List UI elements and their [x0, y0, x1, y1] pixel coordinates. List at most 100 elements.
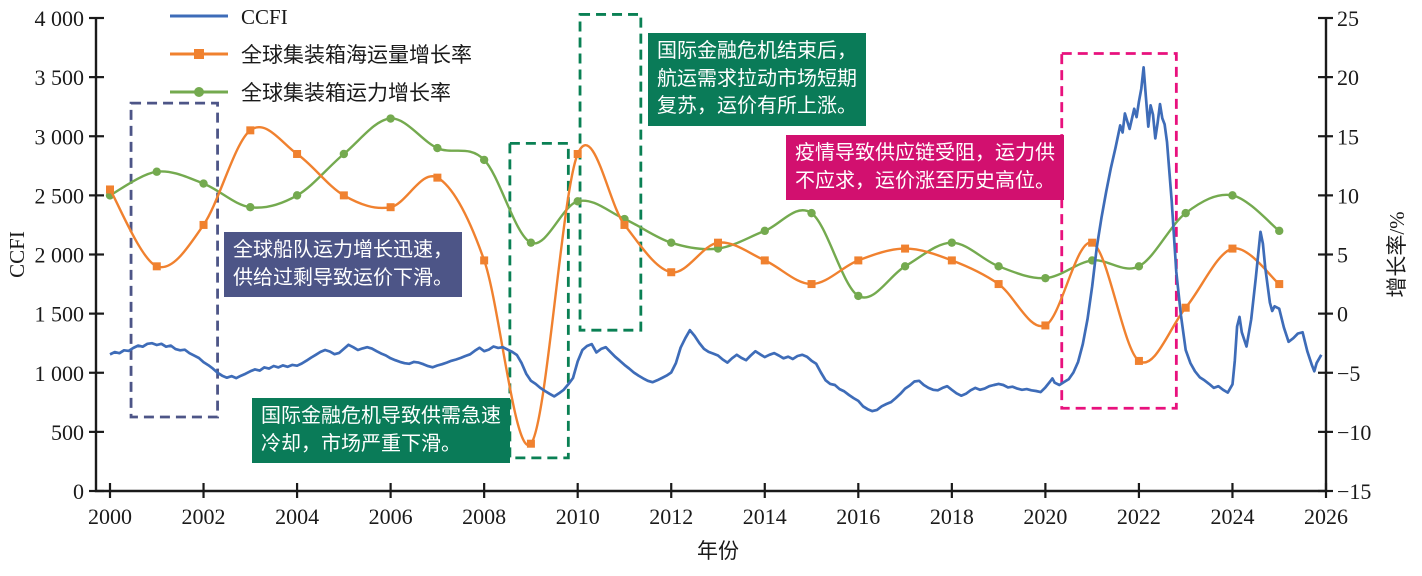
circle-marker	[807, 208, 816, 218]
axis-text: 0	[73, 479, 84, 504]
circle-marker	[292, 191, 302, 200]
axis-text: 2014	[743, 504, 787, 529]
axis-text: 3 000	[35, 124, 85, 149]
square-marker	[246, 126, 255, 135]
circle-marker	[1228, 191, 1237, 200]
axis-text: 2022	[1117, 504, 1161, 529]
legend-square-marker	[194, 49, 204, 59]
axis-text: −15	[1337, 479, 1371, 504]
circle-marker	[854, 291, 863, 301]
annotation-box-capacity-glut: 全球船队运力增长迅速， 供给过剩导致运价下滑。	[224, 232, 462, 298]
legend-label-0: CCFI	[241, 5, 288, 29]
square-marker	[994, 280, 1003, 289]
circle-marker	[667, 238, 676, 247]
axis-text: 25	[1337, 6, 1359, 31]
axis-text: 2006	[369, 504, 413, 529]
capacity-growth-series	[105, 114, 1284, 301]
axis-text: −5	[1337, 361, 1360, 386]
axis-text: 1 000	[35, 361, 85, 386]
axis-text: 2020	[1023, 504, 1067, 529]
axis-text: 2012	[649, 504, 693, 529]
ccfi-series-line	[109, 66, 1323, 413]
axis-text: 2000	[88, 504, 132, 529]
square-marker	[386, 203, 395, 212]
square-marker	[760, 256, 769, 265]
circle-marker	[1181, 208, 1190, 218]
circle-marker	[433, 143, 442, 153]
square-marker	[199, 220, 208, 229]
axis-text: 0	[1337, 302, 1348, 327]
circle-marker	[760, 226, 769, 236]
x-axis: 2000 2002 2004 2006 2008 2010 2012 2014 2016 2018…	[88, 483, 1348, 529]
annotation-box-post-crisis-recovery: 国际金融危机结束后， 航运需求拉动市场短期 复苏，运价有所上涨。	[648, 33, 866, 126]
circle-marker	[1041, 273, 1050, 283]
highlight-rect-0	[129, 101, 219, 419]
square-marker	[480, 256, 489, 265]
circle-marker	[947, 238, 957, 247]
circle-marker	[479, 155, 489, 165]
axis-text: 2002	[182, 504, 226, 529]
circle-marker	[1275, 226, 1284, 236]
axis-text: 2010	[556, 504, 600, 529]
square-marker	[947, 256, 956, 265]
axis-text: 2018	[930, 504, 974, 529]
square-marker	[1228, 244, 1237, 253]
highlight-rect-1	[508, 141, 570, 460]
square-marker	[1041, 321, 1050, 330]
legend-label-2: 全球集装箱运力增长率	[241, 81, 451, 105]
axis-text: 2016	[836, 504, 880, 529]
axis-text: −10	[1337, 420, 1371, 445]
square-marker	[620, 220, 629, 229]
circle-marker	[994, 262, 1003, 271]
square-marker	[526, 439, 535, 448]
square-marker	[433, 173, 442, 182]
square-marker	[1181, 303, 1190, 312]
square-marker	[854, 256, 863, 265]
axis-text: 500	[51, 420, 84, 445]
circle-marker	[152, 167, 161, 176]
legend-label-1: 全球集装箱海运量增长率	[241, 43, 472, 67]
square-marker	[339, 191, 348, 200]
square-marker	[807, 280, 816, 289]
circle-marker	[900, 262, 910, 271]
circle-marker	[1134, 262, 1144, 271]
square-marker	[667, 268, 676, 277]
axis-titles: CCFI 增长率/% 年份	[5, 211, 1409, 563]
square-marker	[573, 149, 582, 158]
x-axis-title: 年份	[697, 539, 739, 563]
axis-text: 2 500	[35, 183, 85, 208]
axis-text: 15	[1337, 124, 1359, 149]
square-marker	[106, 185, 114, 194]
axis-text: 20	[1337, 65, 1359, 90]
right-axis-title: 增长率/%	[1385, 211, 1409, 297]
circle-marker	[573, 197, 582, 206]
square-marker	[1134, 356, 1143, 365]
axis-text: 3 500	[35, 65, 85, 90]
circle-marker	[526, 238, 536, 247]
circle-marker	[246, 203, 255, 212]
highlight-rect-2	[578, 13, 643, 332]
axis-text: 2004	[275, 504, 319, 529]
annotation-box-pandemic-surge: 疫情导致供应链受阻，运力供 不应求，运价涨至历史高位。	[786, 135, 1064, 201]
square-marker	[293, 149, 302, 158]
ccfi-series-line-path	[109, 66, 1323, 413]
circle-marker	[339, 149, 349, 159]
axis-text: 10	[1337, 183, 1359, 208]
square-marker	[901, 244, 910, 253]
axis-text: 2026	[1304, 504, 1348, 529]
axis-text: 2 000	[35, 243, 85, 268]
axis-text: 4 000	[35, 6, 85, 31]
legend-circle-marker	[194, 87, 204, 97]
highlight-rect-3	[1060, 52, 1178, 410]
square-marker	[1088, 238, 1097, 247]
left-axis-title: CCFI	[5, 231, 29, 278]
axis-text: 2008	[462, 504, 506, 529]
axis-text: 1 500	[35, 302, 85, 327]
square-marker	[152, 262, 161, 271]
square-marker	[1275, 280, 1284, 289]
volume-growth-series	[106, 126, 1284, 448]
annotation-box-financial-crisis: 国际金融危机导致供需急速 冷却，市场严重下滑。	[252, 398, 510, 464]
